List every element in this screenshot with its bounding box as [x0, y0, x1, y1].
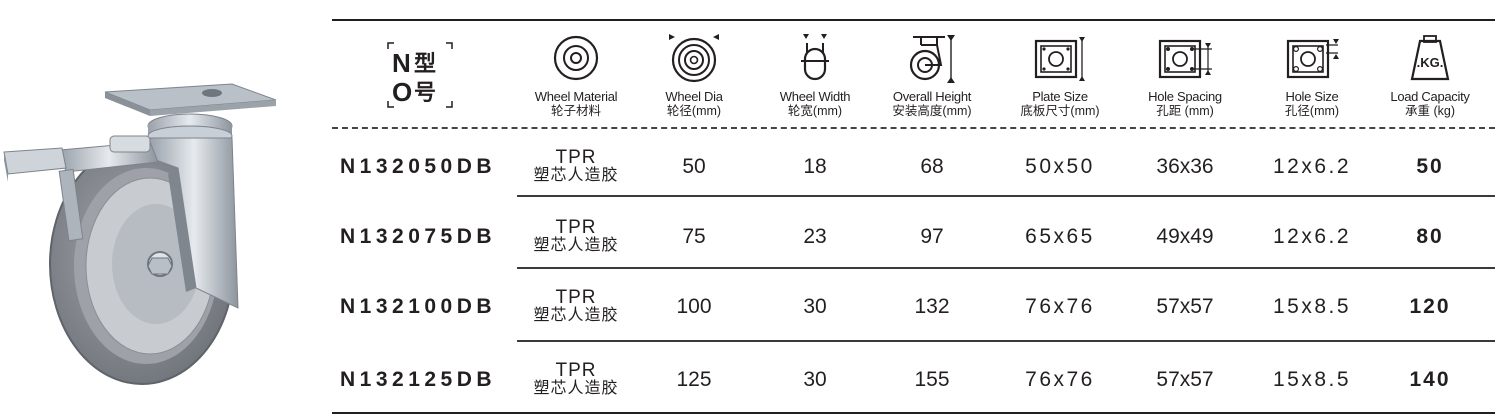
model-number-header: N 型 O 号 [387, 42, 453, 108]
header-hole-size-cn: 孔径(mm) [1284, 104, 1340, 118]
material-cn: 塑芯人造胶 [533, 167, 619, 184]
wheel-width-value: 18 [803, 155, 827, 178]
header-plate-size-cn: 底板尺寸(mm) [1020, 104, 1100, 118]
wheel-dia-value: 125 [676, 368, 712, 391]
hole-size-value: 12x6.2 [1272, 155, 1352, 178]
wheel-dia-value: 100 [676, 295, 712, 318]
wheel-diameter-icon [669, 34, 719, 83]
header-hole-size-en: Hole Size [1285, 89, 1339, 104]
load-capacity-value: 140 [1409, 368, 1451, 391]
hole-spacing-value: 49x49 [1156, 225, 1214, 248]
wheel-dia-value: 75 [682, 225, 706, 248]
wheel-material: TPR 塑芯人造胶 [533, 130, 618, 204]
wheel-width-value: 23 [803, 225, 827, 248]
header-wheel-dia: Wheel Dia 轮径(mm) [635, 31, 753, 119]
wheel-width-value: 30 [803, 368, 827, 391]
material-cn: 塑芯人造胶 [533, 307, 619, 324]
header-plate-size-en: Plate Size [1032, 89, 1088, 104]
overall-height-value: 68 [920, 155, 944, 178]
material-en: TPR [555, 147, 597, 168]
hole-spacing-value: 36x36 [1156, 155, 1214, 178]
material-cn: 塑芯人造胶 [533, 380, 619, 397]
header-load-capacity-cn: 承重 (kg) [1404, 104, 1455, 118]
model-number: N132050DB [340, 155, 497, 178]
hole-spacing-value: 57x57 [1156, 368, 1214, 391]
wheel-material: TPR 塑芯人造胶 [533, 200, 618, 274]
row-divider [517, 340, 1495, 342]
material-en: TPR [555, 360, 597, 381]
header-wheel-material-en: Wheel Material [534, 89, 618, 104]
model-header-xing: 型 [414, 52, 436, 77]
header-hole-spacing-en: Hole Spacing [1148, 89, 1222, 104]
header-wheel-width: Wheel Width 轮宽(mm) [756, 31, 874, 119]
table-row: N132125DB TPR 塑芯人造胶 125 30 155 76x76 57x… [332, 343, 1495, 417]
plate-size-value: 76x76 [1025, 295, 1095, 318]
weight-icon: .KG. [1410, 35, 1450, 81]
hole-spacing-value: 57x57 [1156, 295, 1214, 318]
row-divider [517, 267, 1495, 269]
header-overall-height-en: Overall Height [892, 89, 972, 104]
overall-height-value: 155 [914, 368, 950, 391]
header-hole-spacing-cn: 孔距 (mm) [1156, 104, 1214, 118]
plate-size-icon [1034, 37, 1085, 81]
model-number: N132100DB [340, 295, 497, 318]
wheel-width-icon [801, 34, 829, 81]
wheel-width-value: 30 [803, 295, 827, 318]
plate-size-value: 76x76 [1025, 368, 1095, 391]
plate-size-value: 50x50 [1025, 155, 1095, 178]
overall-height-value: 132 [914, 295, 950, 318]
header-wheel-width-cn: 轮宽(mm) [787, 104, 843, 118]
wheel-front-icon [553, 35, 599, 81]
model-header-n: N [392, 48, 411, 78]
model-number: N132075DB [340, 225, 497, 248]
material-en: TPR [555, 217, 597, 238]
header-load-capacity: .KG. Load Capacity 承重 (kg) [1371, 31, 1489, 119]
table-bottom-rule [332, 412, 1495, 414]
wheel-dia-value: 50 [682, 155, 706, 178]
header-hole-size: Hole Size 孔径(mm) [1253, 31, 1371, 119]
model-header-o: O [392, 77, 412, 107]
caster-height-icon [909, 35, 955, 83]
material-en: TPR [555, 287, 597, 308]
header-wheel-material-cn: 轮子材料 [550, 104, 601, 118]
load-capacity-value: 120 [1409, 295, 1451, 318]
caster-product-image [3, 83, 277, 385]
header-load-capacity-en: Load Capacity [1390, 89, 1470, 104]
table-top-rule [332, 19, 1495, 21]
hole-spacing-icon [1158, 39, 1212, 79]
header-wheel-material: Wheel Material 轮子材料 [517, 31, 635, 119]
wheel-material: TPR 塑芯人造胶 [533, 270, 618, 344]
material-cn: 塑芯人造胶 [533, 237, 619, 254]
hole-size-value: 15x8.5 [1272, 295, 1352, 318]
spec-table: N 型 O 号 Wheel Material 轮子材料 Wheel Dia 轮径… [332, 19, 1495, 416]
hole-size-value: 12x6.2 [1272, 225, 1352, 248]
load-capacity-value: 80 [1416, 225, 1444, 248]
header-wheel-width-en: Wheel Width [779, 89, 851, 104]
header-divider [332, 127, 1495, 129]
model-header-hao: 号 [414, 81, 436, 106]
table-row: N132100DB TPR 塑芯人造胶 100 30 132 76x76 57x… [332, 270, 1495, 344]
table-row: N132075DB TPR 塑芯人造胶 75 23 97 65x65 49x49… [332, 200, 1495, 274]
header-wheel-dia-en: Wheel Dia [665, 89, 723, 104]
load-capacity-value: 50 [1416, 155, 1444, 178]
header-plate-size: Plate Size 底板尺寸(mm) [1001, 31, 1119, 119]
plate-size-value: 65x65 [1025, 225, 1095, 248]
weight-icon-label: .KG. [1417, 55, 1444, 70]
row-divider [517, 195, 1495, 197]
wheel-material: TPR 塑芯人造胶 [533, 343, 618, 417]
header-overall-height-cn: 安装高度(mm) [892, 104, 972, 118]
header-overall-height: Overall Height 安装高度(mm) [873, 31, 991, 119]
model-number: N132125DB [340, 368, 497, 391]
header-wheel-dia-cn: 轮径(mm) [666, 104, 722, 118]
overall-height-value: 97 [920, 225, 944, 248]
header-hole-spacing: Hole Spacing 孔距 (mm) [1126, 31, 1244, 119]
hole-size-icon [1286, 39, 1339, 79]
table-row: N132050DB TPR 塑芯人造胶 50 18 68 50x50 36x36… [332, 130, 1495, 204]
hole-size-value: 15x8.5 [1272, 368, 1352, 391]
